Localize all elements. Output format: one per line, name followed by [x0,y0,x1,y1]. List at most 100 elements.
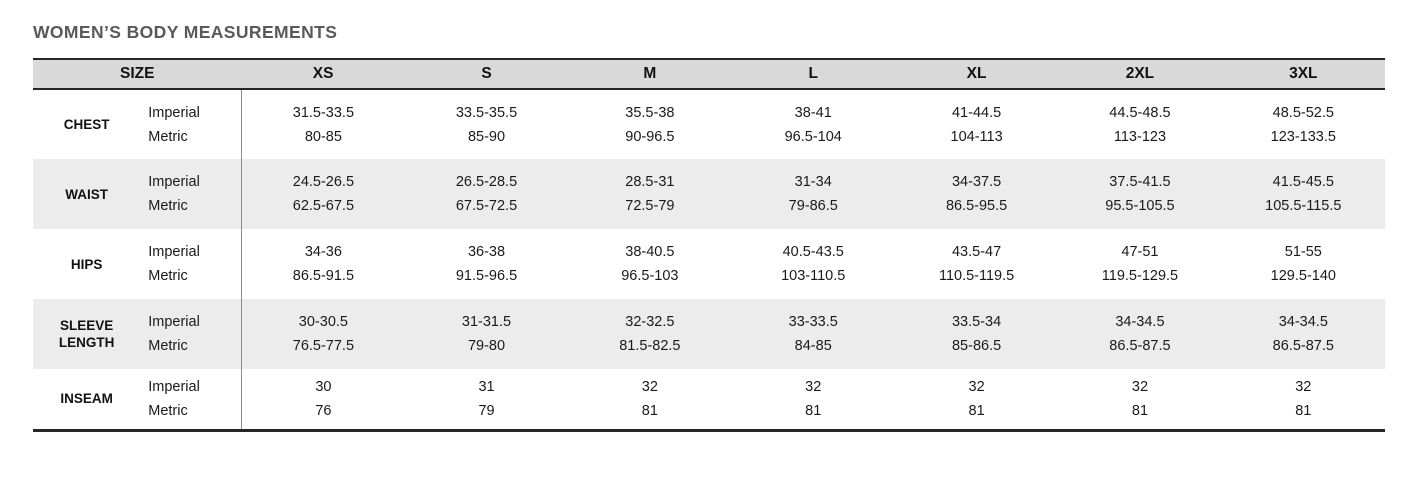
metric-value: 79-86.5 [788,198,838,214]
imperial-value: 26.5-28.5 [455,174,518,190]
metric-value: 86.5-87.5 [1109,338,1171,354]
imperial-value: 41.5-45.5 [1272,174,1334,190]
value-cell-inseam-2xl: 32 81 [1058,369,1222,432]
value-cell-hips-xl: 43.5-47 110.5-119.5 [895,229,1058,299]
value-cell-sleeve-xl: 33.5-34 85-86.5 [895,299,1058,369]
metric-value: 129.5-140 [1270,268,1336,284]
value-cell-inseam-xl: 32 81 [894,369,1059,432]
imperial-value: 32 [968,378,985,395]
metric-value: 85-90 [467,128,506,145]
value-cell-hips-l: 40.5-43.5 103-110.5 [732,229,895,299]
value-cell-chest-xs: 31.5-33.5 80-85 [241,89,404,159]
metric-value: 105.5-115.5 [1265,198,1342,214]
imperial-value: 34-34.5 [1115,314,1165,330]
row-label: HIPS [70,256,103,272]
unit-labels-cell: Imperial Metric [140,229,242,299]
page-title: WOMEN’S BODY MEASUREMENTS [33,22,338,42]
imperial-value: 32-32.5 [625,314,675,330]
imperial-value: 41-44.5 [951,104,1002,121]
imperial-value: 34-37.5 [951,174,1002,190]
unit-label-metric: Metric [148,198,188,214]
metric-value: 72.5-79 [625,198,675,214]
value-cell-inseam-3xl: 32 81 [1221,369,1385,432]
metric-value: 79 [478,402,495,419]
metric-value: 103-110.5 [781,268,846,284]
metric-value: 81 [1295,402,1312,419]
value-cell-waist-s: 26.5-28.5 67.5-72.5 [405,159,568,229]
metric-value: 119.5-129.5 [1101,268,1179,284]
imperial-value: 32 [641,378,658,395]
row-label: INSEAM [33,369,141,432]
metric-value: 91.5-96.5 [455,268,518,284]
metric-value: 104-113 [950,128,1003,145]
imperial-value: 48.5-52.5 [1272,104,1334,121]
metric-value: 67.5-72.5 [455,198,518,214]
imperial-value: 34-34.5 [1278,314,1328,330]
table-row-chest: CHEST Imperial Metric 31.5-33.5 80-85 33… [33,89,1385,159]
value-cell-hips-s: 36-38 91.5-96.5 [405,229,568,299]
measurements-table: SIZE XS S M L XL 2XL 3XL CHEST Imperial … [33,58,1385,432]
imperial-value: 31.5-33.5 [292,104,355,121]
metric-value: 81 [641,402,658,419]
column-header-xl: XL [894,58,1059,90]
imperial-value: 33-33.5 [788,314,838,330]
imperial-value: 38-40.5 [625,244,675,260]
imperial-value: 31-31.5 [461,314,512,330]
imperial-value: 34-36 [304,244,342,260]
metric-value: 84-85 [794,338,832,354]
value-cell-sleeve-m: 32-32.5 81.5-82.5 [568,299,731,369]
column-header-m: M [568,58,732,90]
table-row-waist: WAIST Imperial Metric 24.5-26.5 62.5-67.… [33,159,1385,229]
metric-value: 81 [968,402,985,419]
metric-value: 86.5-87.5 [1272,338,1334,354]
value-cell-inseam-xs: 30 76 [241,369,405,432]
metric-value: 96.5-104 [784,128,842,145]
row-label: SLEEVE LENGTH [58,318,115,350]
unit-label-metric: Metric [148,402,188,419]
value-cell-waist-l: 31-34 79-86.5 [732,159,895,229]
unit-labels-cell: Imperial Metric [140,369,242,432]
table-row-inseam: INSEAM Imperial Metric 30 76 31 79 32 81 [33,369,1385,432]
metric-value: 86.5-91.5 [292,268,355,284]
column-header-2xl: 2XL [1058,58,1222,90]
value-cell-hips-m: 38-40.5 96.5-103 [568,229,731,299]
unit-label-imperial: Imperial [148,314,200,330]
unit-labels-cell: Imperial Metric [140,159,242,229]
row-label: CHEST [63,117,110,132]
imperial-value: 44.5-48.5 [1109,104,1171,121]
unit-label-imperial: Imperial [148,244,200,260]
value-cell-hips-2xl: 47-51 119.5-129.5 [1058,229,1221,299]
metric-value: 85-86.5 [951,338,1002,354]
metric-value: 81 [1131,402,1149,419]
value-cell-chest-xl: 41-44.5 104-113 [895,89,1058,159]
unit-label-metric: Metric [148,338,188,354]
value-cell-inseam-m: 32 81 [568,369,732,432]
value-cell-chest-s: 33.5-35.5 85-90 [405,89,568,159]
metric-value: 81 [805,402,822,419]
column-header-s: S [404,58,569,90]
imperial-value: 30-30.5 [298,314,348,330]
value-cell-waist-xl: 34-37.5 86.5-95.5 [895,159,1058,229]
imperial-value: 47-51 [1121,244,1159,260]
imperial-value: 31-34 [794,174,832,190]
value-cell-chest-m: 35.5-38 90-96.5 [568,89,731,159]
imperial-value: 32 [805,378,822,395]
value-cell-sleeve-3xl: 34-34.5 86.5-87.5 [1222,299,1385,369]
imperial-value: 40.5-43.5 [782,244,844,260]
imperial-value: 32 [1295,378,1312,395]
row-label: WAIST [65,186,108,202]
unit-label-imperial: Imperial [148,378,200,395]
metric-value: 80-85 [304,128,342,145]
value-cell-hips-3xl: 51-55 129.5-140 [1222,229,1385,299]
column-header-xs: XS [241,58,405,90]
unit-label-imperial: Imperial [148,174,200,190]
header-row: SIZE XS S M L XL 2XL 3XL [33,58,1385,90]
imperial-value: 51-55 [1284,244,1322,260]
metric-value: 113-123 [1113,128,1167,145]
value-cell-waist-xs: 24.5-26.5 62.5-67.5 [241,159,404,229]
metric-value: 110.5-119.5 [938,268,1015,284]
imperial-value: 33.5-34 [951,314,1002,330]
metric-value: 62.5-67.5 [292,198,355,214]
metric-value: 86.5-95.5 [945,198,1008,214]
